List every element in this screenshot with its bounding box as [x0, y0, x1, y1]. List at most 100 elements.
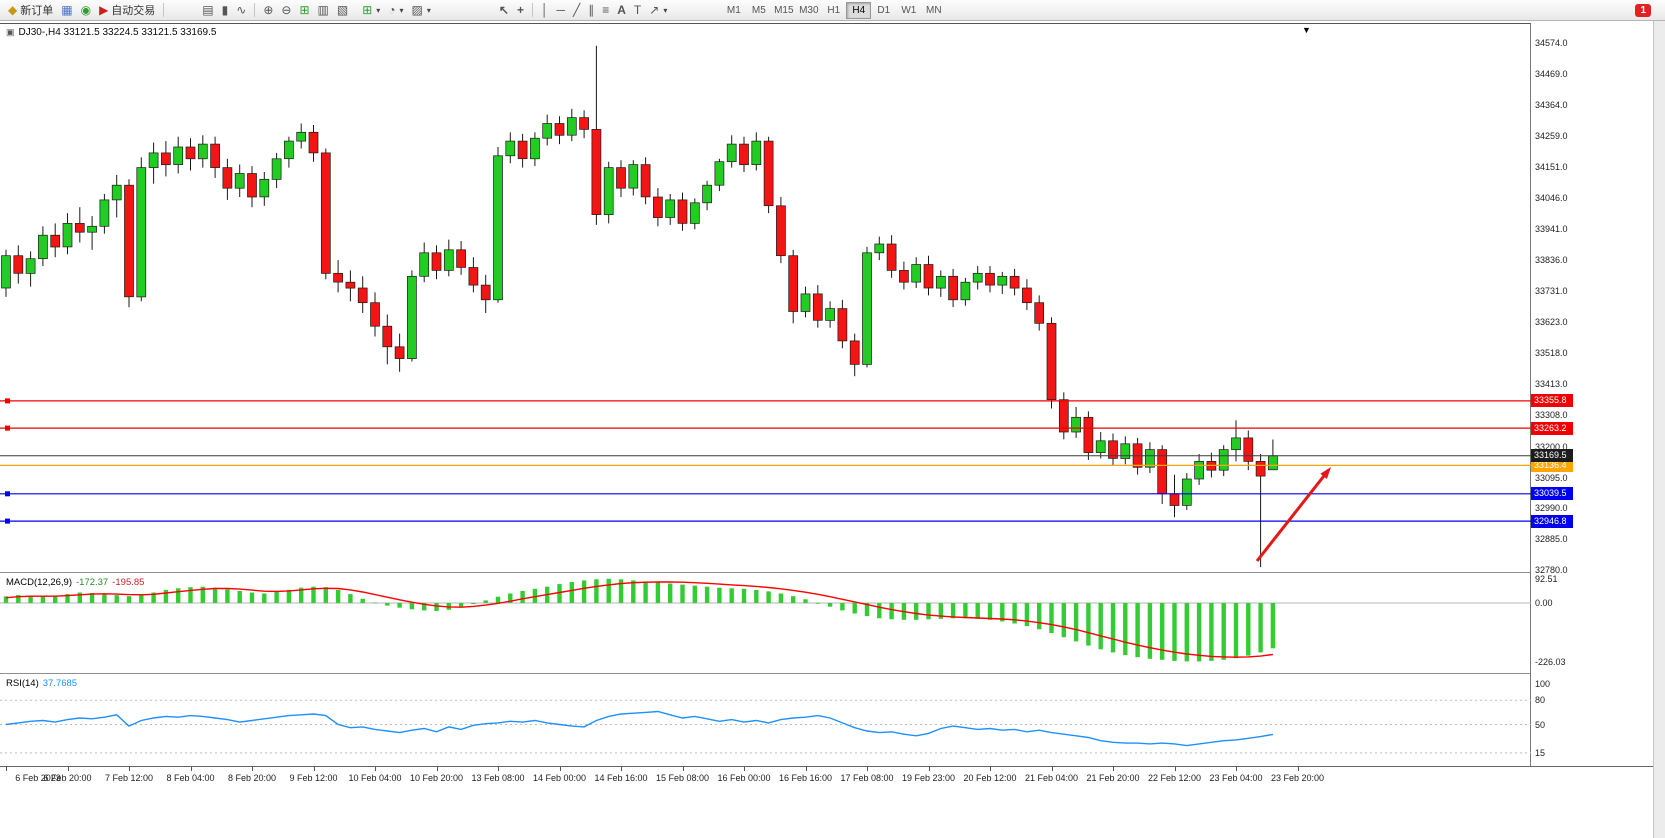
zoom-out-button[interactable]: ⊖	[277, 1, 295, 19]
auto-trading-label: 自动交易	[111, 5, 156, 17]
price-axis-label: 34574.0	[1535, 38, 1568, 48]
time-axis-label: 10 Feb 20:00	[409, 773, 464, 783]
time-tick	[805, 767, 807, 771]
timeframe-h4-button[interactable]: H4	[846, 1, 872, 19]
candlestick-chart-button[interactable]: ▮	[218, 1, 233, 19]
price-axis-label: 33518.0	[1535, 348, 1568, 359]
tile-windows-button[interactable]: ⊞	[295, 1, 313, 19]
rsi-line	[5, 710, 1274, 747]
chart-profiles-button[interactable]: ▦	[57, 1, 76, 19]
cursor-icon: ↖	[498, 3, 509, 17]
time-tick	[252, 767, 253, 771]
macd-name: MACD(12,26,9)	[6, 577, 72, 588]
price-axis-label: 32885.0	[1535, 534, 1568, 545]
rsi-value: 37.7685	[42, 678, 78, 689]
chevron-down-icon: ▾	[663, 5, 668, 15]
bar-chart-button[interactable]: ▤	[198, 1, 217, 19]
timeframe-m5-button[interactable]: M5	[751, 4, 766, 16]
time-tick	[744, 767, 745, 771]
time-axis-label: 21 Feb 20:00	[1086, 773, 1140, 783]
text-label-button[interactable]: T	[630, 1, 645, 19]
timeframe-d1-button[interactable]: D1	[877, 4, 891, 16]
candlestick-chart-icon: ▮	[221, 3, 229, 17]
time-tick	[559, 767, 561, 771]
trendline-icon: ╱	[572, 3, 581, 17]
cascade-windows-button[interactable]: ▧	[333, 1, 352, 19]
vertical-line-button[interactable]: │	[537, 1, 553, 19]
time-axis-label: 6 Feb 20:00	[43, 773, 92, 783]
time-axis-label: 17 Feb 08:00	[840, 773, 894, 783]
new-order-label: 新订单	[20, 5, 54, 17]
time-axis-label: 15 Feb 08:00	[655, 773, 710, 783]
timeframe-h1-button[interactable]: H1	[827, 4, 841, 16]
fibonacci-button[interactable]: ≡	[598, 1, 613, 19]
horizontal-line-icon: ─	[556, 3, 565, 17]
clock-icon: ◔	[388, 3, 396, 17]
line-chart-icon: ∿	[236, 3, 247, 17]
price-axis-label: 33836.0	[1535, 254, 1568, 265]
text-button[interactable]: A	[613, 1, 630, 19]
profiles-icon: ▦	[61, 3, 73, 17]
channel-icon: ∥	[588, 3, 595, 17]
time-axis-label: 7 Feb 12:00	[104, 773, 154, 783]
new-order-icon: ◆	[8, 3, 18, 17]
timeframe-m1-button[interactable]: M1	[726, 4, 741, 16]
auto-trading-icon: ▶	[99, 3, 109, 17]
arrange-windows-icon: ▥	[317, 3, 329, 17]
community-button[interactable]: ◉	[77, 1, 95, 19]
price-line-tag: 33263.2	[1531, 421, 1573, 435]
line-chart-button[interactable]: ∿	[232, 1, 250, 19]
toolbar-separator	[163, 3, 165, 17]
time-axis-label: 22 Feb 12:00	[1147, 773, 1202, 783]
bar-chart-icon: ▤	[202, 3, 214, 17]
price-axis-label: 34469.0	[1535, 68, 1568, 79]
timeframe-m15-button[interactable]: M15	[774, 4, 794, 16]
new-order-button[interactable]: ◆ 新订单	[4, 1, 57, 19]
right-scrollbar[interactable]	[1653, 21, 1665, 838]
price-axis-label: 33941.0	[1535, 224, 1568, 234]
price-axis-label: 33308.0	[1535, 410, 1568, 420]
price-axis-label: 34259.0	[1535, 130, 1568, 141]
templates-icon: ▨	[411, 3, 423, 17]
notification-badge[interactable]: 1	[1635, 3, 1651, 17]
price-axis[interactable]: 34574.0 34469.0 34364.0 34259.0 34151.0 34046…	[1531, 21, 1653, 766]
channel-button[interactable]: ∥	[584, 1, 598, 19]
time-tick	[6, 767, 7, 771]
text-label-icon: T	[633, 3, 642, 17]
new-chart-button[interactable]: ⊞ ▾	[358, 1, 384, 19]
trendline-button[interactable]: ╱	[569, 1, 584, 19]
arrange-windows-button[interactable]: ▥	[314, 1, 333, 19]
arrows-icon: ↗	[649, 3, 660, 17]
timeframe-toolbar: M1 M5 M15 M30 H1 H4 D1 W1 MN	[721, 1, 946, 19]
rsi-axis-label: 80	[1535, 695, 1546, 706]
macd-axis-label: 92.51	[1535, 573, 1558, 584]
templates-button[interactable]: ▨ ▾	[408, 1, 435, 19]
period-button[interactable]: ◔ ▾	[384, 1, 407, 19]
time-tick	[1297, 767, 1299, 771]
chart-dropdown-icon[interactable]: ▼	[1302, 25, 1311, 35]
zoom-in-icon: ⊕	[263, 3, 274, 17]
timeframe-mn-button[interactable]: MN	[926, 4, 942, 16]
time-axis[interactable]: 6 Feb 2023 6 Feb 20:00 7 Feb 12:00 8 Feb 04…	[0, 766, 1653, 788]
rsi-axis-label: 100	[1535, 679, 1551, 689]
time-axis-label: 14 Feb 00:00	[532, 773, 587, 783]
cursor-button[interactable]: ↖	[495, 1, 513, 19]
time-tick	[990, 767, 991, 771]
timeframe-m30-button[interactable]: M30	[799, 4, 819, 16]
trend-arrow-annotation	[1255, 467, 1331, 562]
crosshair-button[interactable]: +	[513, 1, 528, 19]
time-tick	[190, 767, 192, 771]
price-axis-label: 34046.0	[1535, 193, 1568, 204]
arrows-button[interactable]: ↗ ▾	[645, 1, 671, 19]
chart-plot-area[interactable]	[0, 21, 1531, 766]
auto-trading-button[interactable]: ▶ 自动交易	[95, 1, 159, 19]
time-axis-label: 10 Feb 04:00	[348, 773, 402, 783]
cascade-windows-icon: ▧	[336, 3, 349, 17]
timeframe-w1-button[interactable]: W1	[901, 4, 917, 16]
toolbar-separator	[531, 3, 533, 17]
zoom-in-button[interactable]: ⊕	[259, 1, 277, 19]
time-tick	[313, 767, 315, 771]
horizontal-line-button[interactable]: ─	[552, 1, 569, 19]
chevron-down-icon: ▾	[376, 5, 381, 15]
time-tick	[1113, 767, 1114, 771]
